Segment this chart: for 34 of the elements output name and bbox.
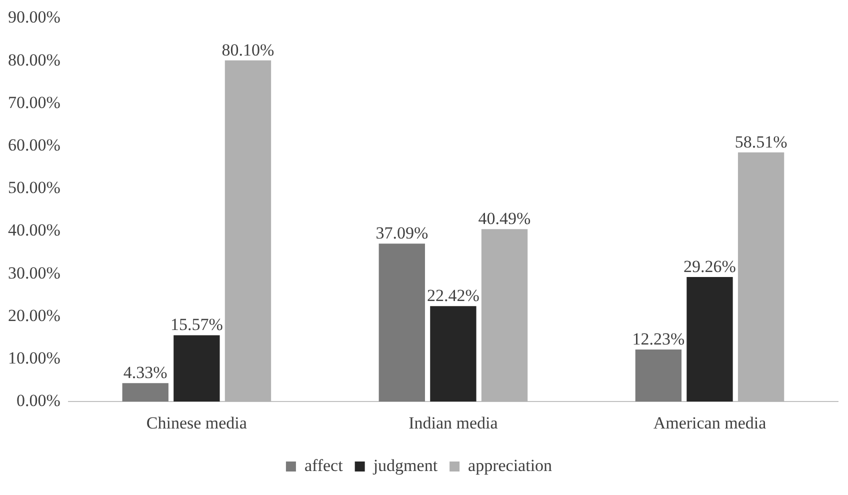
- bar: [224, 60, 272, 402]
- bar: [122, 383, 168, 402]
- y-tick-label: 10.00%: [8, 348, 60, 368]
- legend-label: judgment: [372, 456, 438, 475]
- bar: [635, 350, 682, 402]
- bar: [686, 276, 733, 402]
- data-label: 4.33%: [123, 363, 168, 382]
- data-label: 37.09%: [376, 224, 428, 243]
- y-tick-label: 70.00%: [8, 92, 60, 112]
- bar: [738, 152, 784, 402]
- bar: [378, 244, 425, 402]
- legend-label: affect: [304, 456, 344, 475]
- y-tick-label: 40.00%: [8, 220, 60, 240]
- y-tick-label: 80.00%: [8, 50, 60, 70]
- data-label: 40.49%: [478, 209, 531, 228]
- x-tick-label: American media: [653, 413, 767, 432]
- bar: [481, 229, 528, 402]
- bar: [430, 306, 476, 402]
- data-label: 12.23%: [632, 329, 685, 348]
- y-tick-label: 90.00%: [8, 8, 60, 27]
- data-label: 29.26%: [684, 256, 736, 276]
- data-label: 15.57%: [170, 315, 223, 334]
- x-tick-label: Indian media: [408, 413, 498, 432]
- data-label: 58.51%: [734, 132, 788, 152]
- y-tick-label: 20.00%: [8, 306, 60, 325]
- y-tick-label: 0.00%: [16, 391, 60, 410]
- y-tick-label: 60.00%: [8, 135, 60, 154]
- y-tick-label: 50.00%: [8, 178, 60, 198]
- bar: [174, 335, 220, 402]
- legend-label: appreciation: [468, 456, 553, 475]
- x-tick-label: Chinese media: [146, 413, 248, 432]
- data-label: 22.42%: [426, 286, 480, 306]
- data-label: 80.10%: [222, 40, 274, 60]
- y-tick-label: 30.00%: [8, 263, 60, 282]
